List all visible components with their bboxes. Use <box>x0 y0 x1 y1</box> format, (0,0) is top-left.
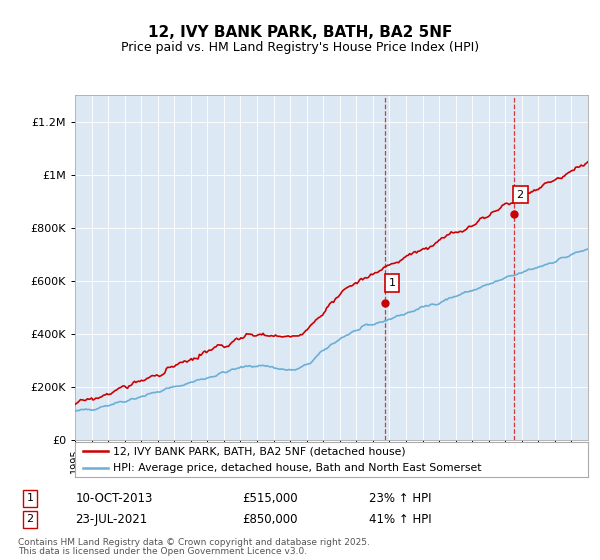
Text: 23-JUL-2021: 23-JUL-2021 <box>76 513 148 526</box>
Text: Price paid vs. HM Land Registry's House Price Index (HPI): Price paid vs. HM Land Registry's House … <box>121 40 479 54</box>
Text: 12, IVY BANK PARK, BATH, BA2 5NF (detached house): 12, IVY BANK PARK, BATH, BA2 5NF (detach… <box>113 446 406 456</box>
Text: HPI: Average price, detached house, Bath and North East Somerset: HPI: Average price, detached house, Bath… <box>113 463 482 473</box>
Text: 1: 1 <box>26 493 34 503</box>
Text: 10-OCT-2013: 10-OCT-2013 <box>76 492 153 505</box>
Text: £850,000: £850,000 <box>242 513 298 526</box>
Text: 12, IVY BANK PARK, BATH, BA2 5NF: 12, IVY BANK PARK, BATH, BA2 5NF <box>148 25 452 40</box>
Text: 1: 1 <box>388 278 395 288</box>
Text: 41% ↑ HPI: 41% ↑ HPI <box>369 513 432 526</box>
Text: Contains HM Land Registry data © Crown copyright and database right 2025.: Contains HM Land Registry data © Crown c… <box>18 538 370 547</box>
Text: £515,000: £515,000 <box>242 492 298 505</box>
Text: This data is licensed under the Open Government Licence v3.0.: This data is licensed under the Open Gov… <box>18 548 307 557</box>
Text: 2: 2 <box>26 515 34 524</box>
Text: 2: 2 <box>517 189 524 199</box>
Text: 23% ↑ HPI: 23% ↑ HPI <box>369 492 431 505</box>
